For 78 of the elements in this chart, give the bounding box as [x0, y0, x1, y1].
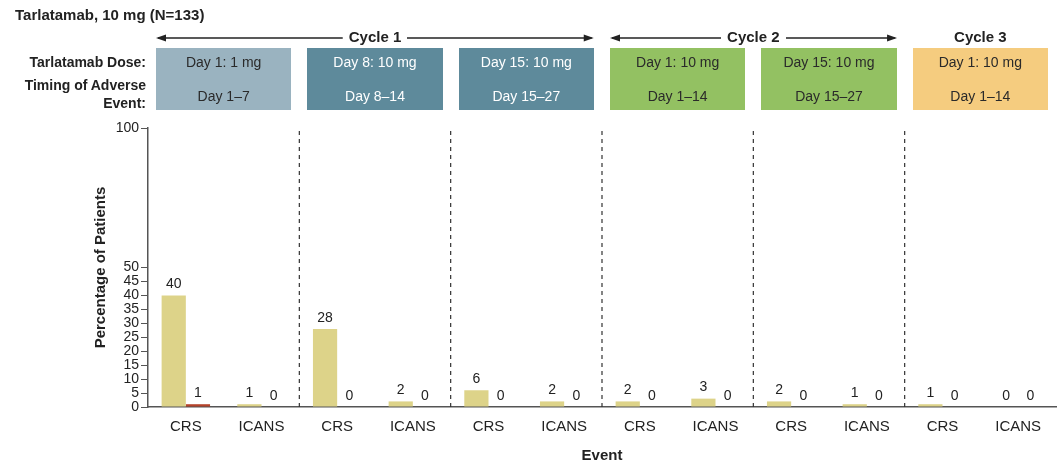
- y-tick-label: 25: [123, 328, 140, 345]
- text: Day 1: 10 mg: [636, 54, 720, 70]
- text: Day 8: 10 mg: [333, 54, 417, 70]
- bar: [237, 404, 262, 407]
- data-label: 0: [875, 386, 884, 403]
- text: Cycle 3: [954, 28, 1007, 45]
- text: Cycle 2: [727, 28, 780, 45]
- data-label: 2: [775, 381, 784, 398]
- data-label: 0: [269, 386, 278, 403]
- bar: [464, 390, 489, 407]
- y-tick-label: 100: [115, 118, 140, 135]
- x-tick-label: CRS: [321, 417, 353, 435]
- data-label: 6: [472, 370, 481, 387]
- x-tick-label: CRS: [775, 417, 807, 435]
- y-tick-label: 0: [131, 397, 140, 414]
- text: Tarlatamab Dose:: [29, 54, 146, 70]
- y-tick-label: 5: [131, 383, 140, 400]
- x-tick-label: ICANS: [995, 417, 1042, 435]
- x-tick-label: ICANS: [843, 417, 890, 435]
- data-label: 0: [572, 386, 581, 403]
- bar: [615, 401, 640, 407]
- data-label: 0: [799, 386, 808, 403]
- data-label: 0: [1002, 386, 1011, 403]
- bar: [918, 404, 943, 407]
- text: Day 15–27: [492, 88, 561, 104]
- y-tick-label: 20: [123, 342, 140, 359]
- x-tick-label: ICANS: [238, 417, 285, 435]
- x-tick-label: ICANS: [541, 417, 588, 435]
- bar: [766, 401, 792, 407]
- text: Day 8–14: [345, 88, 405, 104]
- data-label: 40: [165, 275, 182, 292]
- text: Day 1: 1 mg: [185, 54, 262, 70]
- bar: [842, 404, 867, 407]
- x-axis-title: Event: [581, 446, 623, 464]
- x-tick-label: CRS: [624, 417, 656, 435]
- data-label: 0: [345, 386, 354, 403]
- data-label: 1: [926, 384, 935, 401]
- data-label: 1: [850, 384, 859, 401]
- chart-title: Tarlatamab, 10 mg (N=133): [15, 6, 205, 23]
- y-tick-label: 40: [123, 286, 140, 303]
- text: Cycle 1: [348, 28, 402, 45]
- bar: [185, 404, 211, 407]
- text: Day 1: 10 mg: [938, 54, 1022, 70]
- text: Day 15–27: [795, 88, 863, 104]
- bar: [388, 401, 413, 407]
- y-tick-label: 50: [123, 258, 140, 275]
- data-label: 2: [396, 381, 405, 398]
- y-tick-label: 30: [123, 314, 140, 331]
- y-axis-title: Percentage of Patients: [91, 186, 109, 349]
- data-label: 0: [496, 386, 505, 403]
- data-label: 1: [194, 384, 203, 401]
- text: Day 1–14: [950, 88, 1011, 104]
- data-label: 0: [421, 386, 430, 403]
- data-label: 3: [699, 378, 708, 395]
- data-label: 28: [317, 308, 334, 325]
- text: Day 1–14: [647, 88, 708, 104]
- text: Day 15: 10 mg: [480, 54, 572, 70]
- text: Timing of Adverse Event:: [23, 76, 146, 112]
- text: Day 1–7: [197, 88, 250, 104]
- y-tick-label: 35: [123, 300, 140, 317]
- bar: [539, 401, 565, 407]
- data-label: 0: [648, 386, 657, 403]
- x-tick-label: CRS: [170, 417, 202, 435]
- data-label: 0: [950, 386, 959, 403]
- x-tick-label: CRS: [926, 417, 959, 435]
- x-tick-label: ICANS: [389, 417, 436, 435]
- data-label: 0: [723, 386, 732, 403]
- x-tick-label: ICANS: [692, 417, 739, 435]
- y-tick-label: 45: [123, 272, 140, 289]
- bar: [691, 398, 716, 407]
- data-label: 0: [1026, 386, 1035, 403]
- bar: [161, 295, 186, 407]
- data-label: 2: [623, 381, 632, 398]
- bar: [312, 328, 338, 407]
- data-label: 1: [245, 384, 254, 401]
- x-tick-label: CRS: [472, 417, 505, 435]
- data-label: 2: [548, 381, 557, 398]
- text: Day 15: 10 mg: [783, 54, 875, 70]
